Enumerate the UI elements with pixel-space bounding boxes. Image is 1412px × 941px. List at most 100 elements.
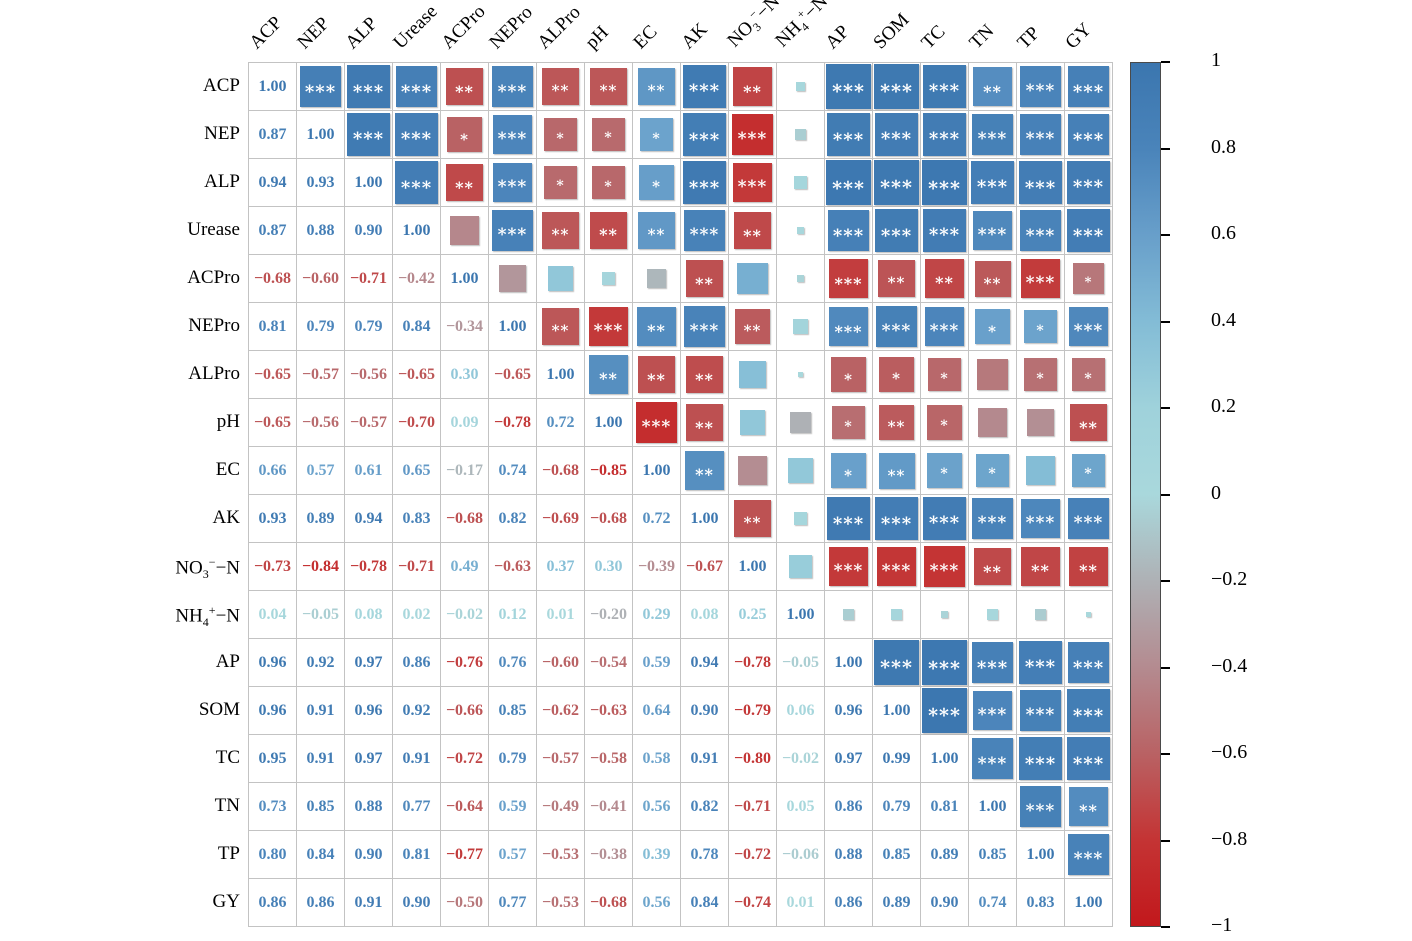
correlation-value: 0.90 <box>354 221 383 239</box>
correlation-value: 0.97 <box>834 749 863 767</box>
heat-square: *** <box>635 401 678 444</box>
colorbar-tick <box>1161 926 1170 928</box>
matrix-cell: −0.53 <box>537 879 584 926</box>
matrix-cell: 1.00 <box>489 303 536 350</box>
matrix-cell: *** <box>1065 159 1112 206</box>
heat-square <box>941 611 948 618</box>
matrix-cell: 0.78 <box>681 831 728 878</box>
heat-square: *** <box>875 305 918 348</box>
matrix-cell: 0.82 <box>681 783 728 830</box>
matrix-cell: *** <box>1065 303 1112 350</box>
matrix-cell: * <box>825 447 872 494</box>
correlation-value: 0.91 <box>306 701 335 719</box>
diagonal-value: 1.00 <box>450 269 479 287</box>
matrix-cell: 0.02 <box>393 591 440 638</box>
heat-square: ** <box>685 355 724 394</box>
matrix-cell: −0.71 <box>729 783 776 830</box>
matrix-cell <box>729 447 776 494</box>
matrix-cell: *** <box>921 159 968 206</box>
column-label-TC: TC <box>917 21 950 54</box>
matrix-cell: 0.65 <box>393 447 440 494</box>
heat-square: ** <box>637 355 676 394</box>
correlation-value: −0.72 <box>733 845 772 863</box>
row-label-TN: TN <box>214 794 240 816</box>
matrix-cell <box>777 255 824 302</box>
matrix-cell: *** <box>1065 687 1112 734</box>
matrix-cell: 0.25 <box>729 591 776 638</box>
matrix-cell: 0.89 <box>921 831 968 878</box>
matrix-cell: 0.56 <box>633 879 680 926</box>
matrix-cell: ** <box>633 351 680 398</box>
row-label-TC: TC <box>215 746 240 768</box>
colorbar-tick <box>1161 320 1170 323</box>
matrix-cell: −0.62 <box>537 687 584 734</box>
matrix-cell: −0.65 <box>393 351 440 398</box>
correlation-value: 0.82 <box>690 797 719 815</box>
heat-square: *** <box>1067 497 1110 540</box>
correlation-value: −0.42 <box>397 269 436 287</box>
matrix-cell: 0.90 <box>921 879 968 926</box>
correlation-value: 0.73 <box>258 797 287 815</box>
matrix-cell: *** <box>1065 207 1112 254</box>
heat-square: * <box>591 117 626 152</box>
matrix-cell: −0.72 <box>729 831 776 878</box>
column-label-AK: AK <box>677 19 712 54</box>
matrix-cell: −0.79 <box>729 687 776 734</box>
heat-square <box>740 410 765 435</box>
matrix-cell: ** <box>729 63 776 110</box>
heat-square <box>797 275 804 282</box>
matrix-cell <box>729 399 776 446</box>
matrix-cell: 0.93 <box>249 495 296 542</box>
matrix-cell: −0.63 <box>489 543 536 590</box>
correlation-value: 0.57 <box>498 845 527 863</box>
heat-square <box>798 372 803 377</box>
heat-square: *** <box>588 306 629 347</box>
matrix-cell: −0.68 <box>441 495 488 542</box>
matrix-cell: 0.30 <box>441 351 488 398</box>
colorbar-tick <box>1161 234 1170 236</box>
heat-square: *** <box>922 688 967 733</box>
matrix-cell: ** <box>873 399 920 446</box>
heat-square: *** <box>1019 161 1062 204</box>
matrix-cell: *** <box>873 159 920 206</box>
correlation-value: 0.82 <box>498 509 527 527</box>
matrix-cell <box>969 399 1016 446</box>
matrix-cell: −0.80 <box>729 735 776 782</box>
matrix-cell: ** <box>969 543 1016 590</box>
heat-square <box>978 408 1007 437</box>
matrix-cell: 0.64 <box>633 687 680 734</box>
matrix-cell: *** <box>1017 495 1064 542</box>
matrix-cell: 0.09 <box>441 399 488 446</box>
correlation-value: −0.34 <box>445 317 484 335</box>
correlation-value: 0.02 <box>402 605 431 623</box>
matrix-cell: −0.67 <box>681 543 728 590</box>
correlation-value: −0.71 <box>397 557 436 575</box>
matrix-cell <box>537 255 584 302</box>
diagonal-value: 1.00 <box>258 77 287 95</box>
matrix-cell: 0.87 <box>249 111 296 158</box>
correlation-value: 0.84 <box>690 893 719 911</box>
heat-square: *** <box>874 640 919 685</box>
correlation-value: −0.68 <box>589 509 628 527</box>
colorbar-tick-label: 0.2 <box>1211 395 1236 417</box>
correlation-value: −0.41 <box>589 797 628 815</box>
matrix-cell: * <box>921 351 968 398</box>
matrix-cell: *** <box>873 639 920 686</box>
heat-square <box>789 555 812 578</box>
correlation-value: 0.94 <box>354 509 383 527</box>
colorbar-tick <box>1161 61 1170 63</box>
matrix-cell: −0.05 <box>297 591 344 638</box>
correlation-value: 0.74 <box>978 893 1007 911</box>
matrix-cell: *** <box>681 159 728 206</box>
correlation-value: 0.37 <box>546 557 575 575</box>
column-label-Urease: Urease <box>389 1 442 54</box>
matrix-cell: ** <box>633 63 680 110</box>
matrix-cell: 1.00 <box>297 111 344 158</box>
matrix-cell: *** <box>1017 687 1064 734</box>
diagonal-value: 1.00 <box>1026 845 1055 863</box>
matrix-cell: *** <box>489 159 536 206</box>
matrix-cell: 1.00 <box>969 783 1016 830</box>
matrix-cell: 0.79 <box>345 303 392 350</box>
matrix-cell: −0.65 <box>249 351 296 398</box>
